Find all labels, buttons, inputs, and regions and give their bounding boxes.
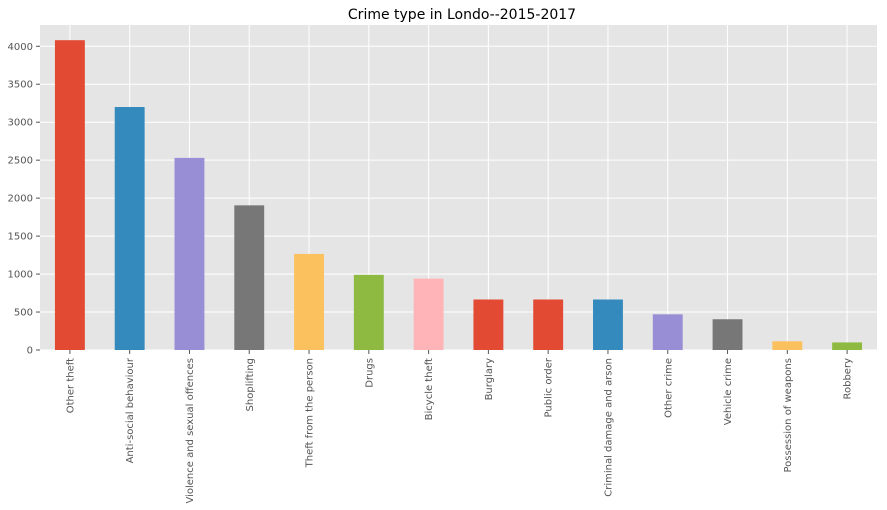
y-tick-label: 500 — [14, 308, 33, 319]
x-tick-label: Violence and sexual offences — [185, 358, 196, 504]
x-tick-label: Drugs — [364, 358, 375, 388]
x-tick-label: Public order — [544, 357, 555, 417]
bar-other-theft — [54, 40, 85, 350]
bar-vehicle-crime — [712, 319, 743, 350]
x-tick-label: Theft from the person — [305, 358, 316, 468]
y-tick-label: 3000 — [8, 118, 33, 129]
bar-possession-of-weapons — [772, 341, 803, 350]
bar-anti-social-behaviour — [114, 107, 145, 351]
x-tick-label: Robbery — [843, 358, 854, 400]
bar-drugs — [353, 274, 384, 350]
y-tick-label: 4000 — [8, 42, 33, 53]
x-tick-label: Vehicle crime — [723, 358, 734, 425]
bar-other-crime — [652, 314, 683, 350]
x-tick-label: Criminal damage and arson — [603, 358, 614, 497]
y-tick-label: 2500 — [8, 156, 33, 167]
x-axis: Other theft Anti-social behaviour Violence… — [65, 350, 854, 504]
y-tick-label: 1000 — [8, 270, 33, 281]
y-tick-label: 1500 — [8, 232, 33, 243]
bar-burglary — [473, 299, 504, 350]
bar-public-order — [533, 299, 564, 350]
y-tick-label: 3500 — [8, 80, 33, 91]
bar-bicycle-theft — [413, 278, 444, 350]
bar-criminal-damage-and-arson — [593, 299, 623, 350]
bar-theft-from-the-person — [294, 253, 324, 350]
bar-violence-and-sexual-offences — [174, 157, 205, 350]
x-tick-label: Other theft — [65, 358, 76, 413]
x-tick-label: Burglary — [484, 358, 495, 400]
x-tick-label: Bicycle theft — [424, 358, 435, 420]
y-axis: 0 500 1000 1500 2000 2500 3000 3500 4000 — [8, 42, 40, 357]
bar-shoplifting — [234, 205, 265, 350]
plot-area — [40, 25, 877, 350]
x-tick-label: Other crime — [663, 358, 674, 418]
y-tick-label: 2000 — [8, 194, 33, 205]
y-tick-label: 0 — [27, 346, 33, 357]
x-tick-label: Possession of weapons — [783, 358, 794, 473]
x-tick-label: Anti-social behaviour — [125, 357, 136, 463]
chart-title: Crime type in Londo--2015-2017 — [348, 7, 576, 23]
bars — [54, 40, 863, 351]
bar-robbery — [832, 342, 863, 350]
x-tick-label: Shoplifting — [245, 358, 256, 411]
